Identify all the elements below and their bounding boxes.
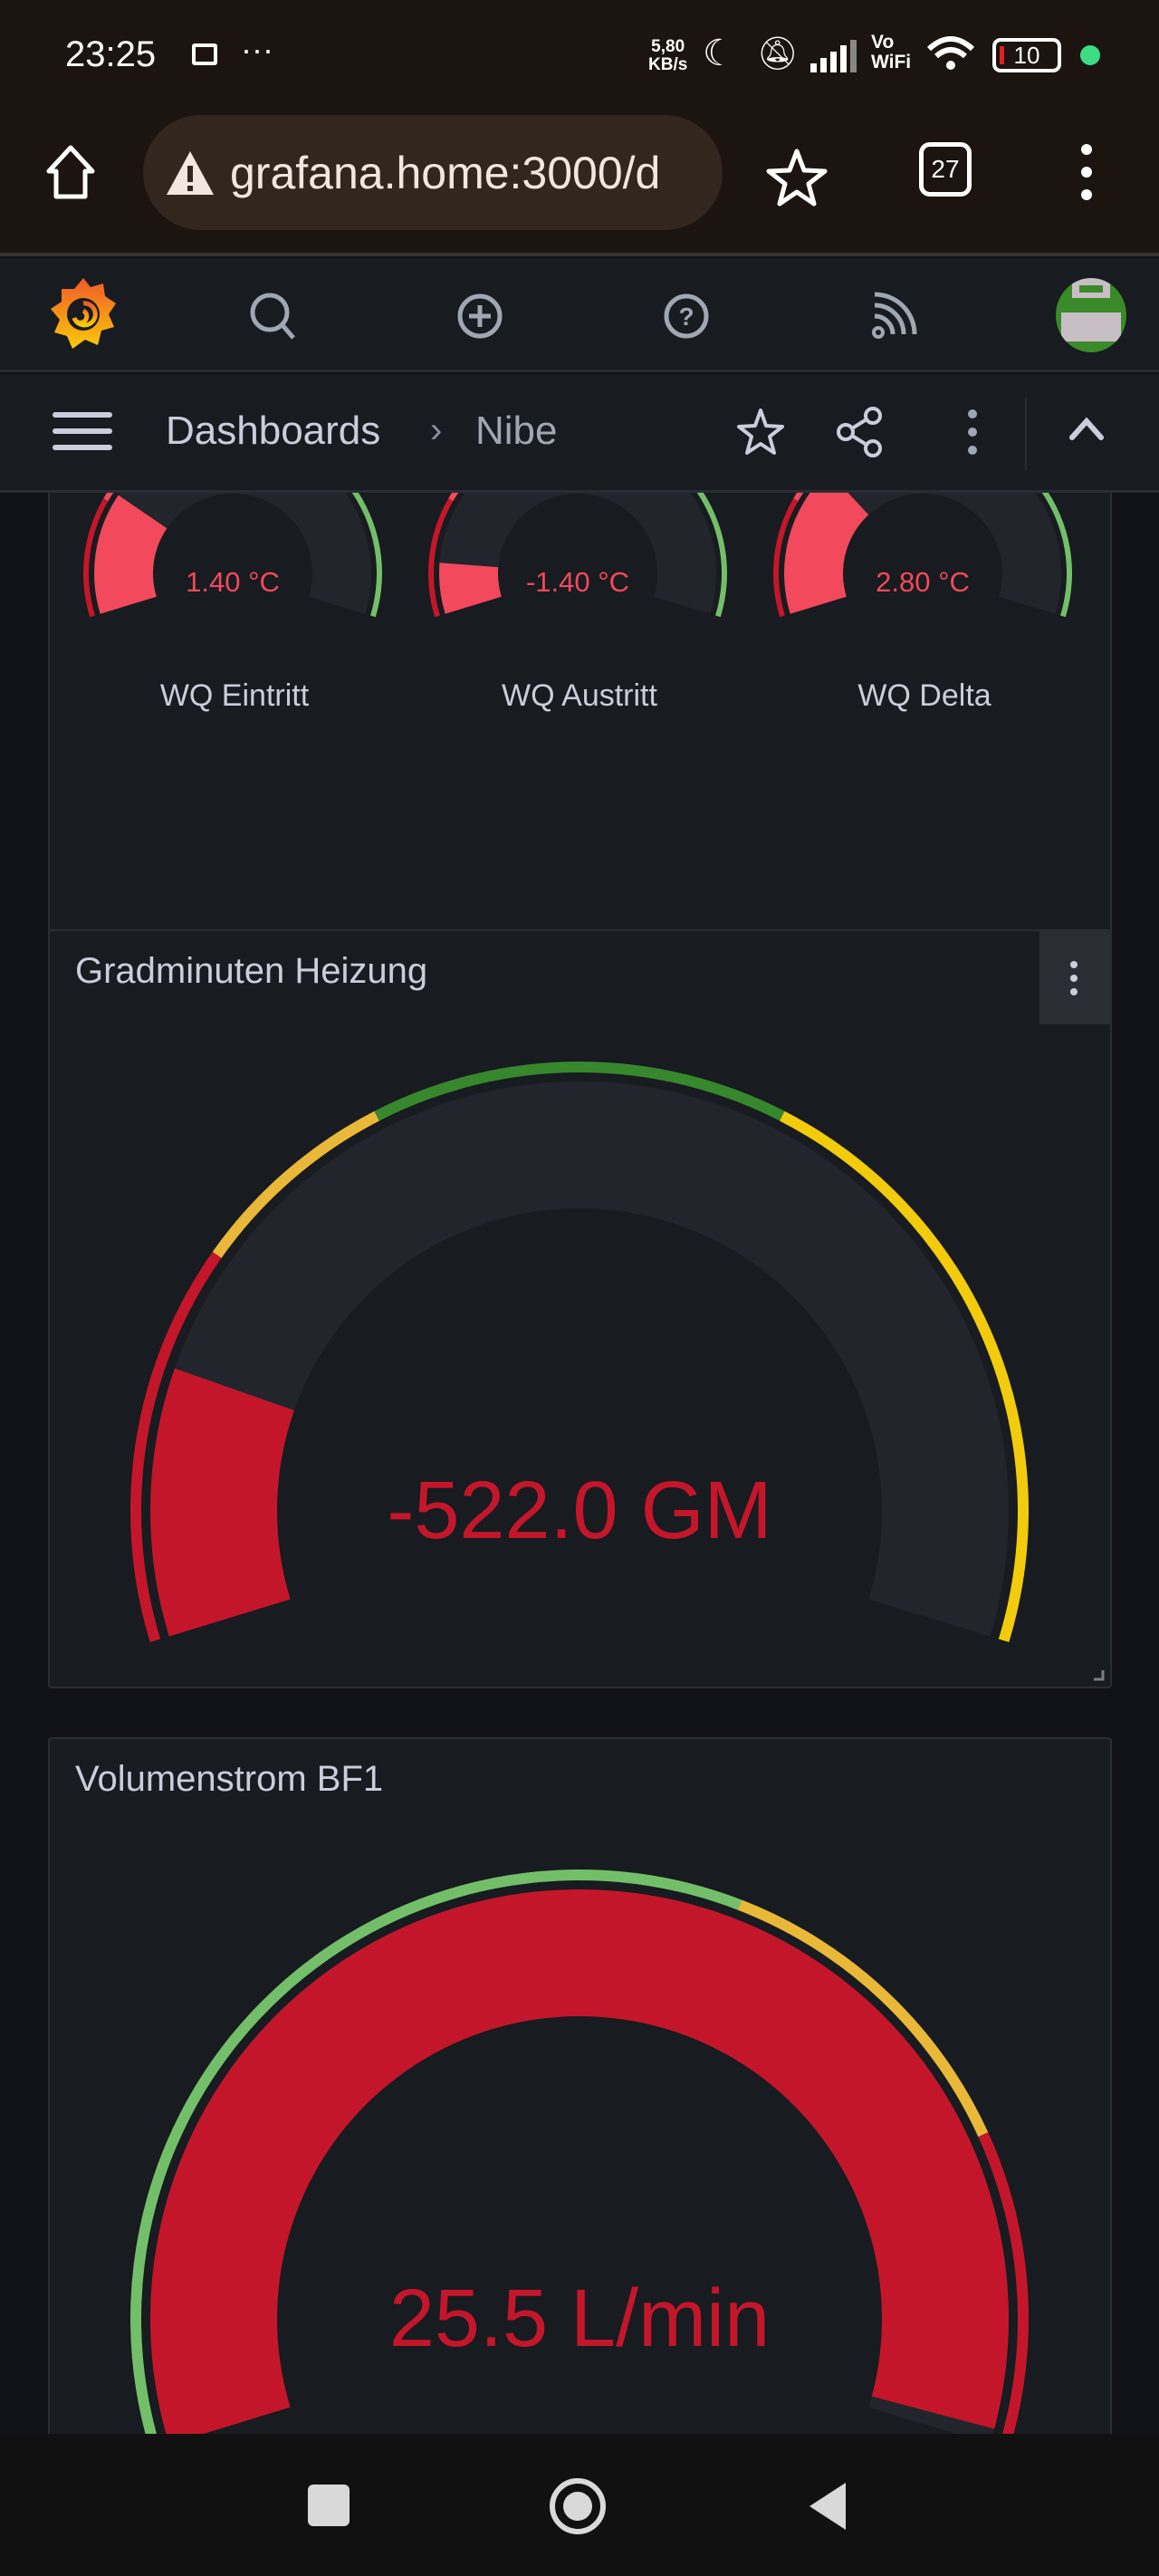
gauge-track <box>149 1081 1009 1637</box>
breadcrumb-dashboards[interactable]: Dashboards <box>166 409 381 453</box>
home-icon[interactable] <box>42 142 100 202</box>
gauge-label-wq-delta: WQ Delta <box>857 678 991 713</box>
threshold-band-red <box>772 498 799 618</box>
threshold-band-green <box>696 493 727 618</box>
panel-title[interactable]: Volumenstrom BF1 <box>75 1759 384 1799</box>
divider <box>1025 398 1027 470</box>
bookmark-star-icon[interactable] <box>765 147 829 207</box>
dashboard-content: 1.40 °C -1.40 °C 2.80 °C WQ Eintritt WQ Au… <box>0 493 1159 2434</box>
avatar-pattern <box>1061 312 1121 341</box>
home-circle-icon[interactable] <box>547 2475 608 2537</box>
resize-handle-icon[interactable] <box>1092 1668 1105 1681</box>
recents-square-icon[interactable] <box>308 2485 350 2526</box>
not-secure-warning-icon[interactable] <box>163 148 217 198</box>
gauge-value: 1.40 °C <box>186 566 280 598</box>
grafana-logo-icon[interactable] <box>49 276 118 352</box>
threshold-band-red <box>428 498 454 618</box>
gauge-label-wq-austritt: WQ Austritt <box>502 678 657 713</box>
threshold-band <box>212 1110 379 1258</box>
threshold-band-light-red <box>793 493 804 502</box>
android-nav-bar <box>0 2434 1159 2576</box>
gauge-track <box>439 493 716 614</box>
battery-indicator: 10 <box>992 38 1061 72</box>
panel-volumenstrom-bf1: Volumenstrom BF1 25.5 L/min <box>48 1737 1112 2434</box>
svg-text:?: ? <box>678 303 694 331</box>
gradminuten-gauge: -522.0 GM <box>130 1062 1029 1643</box>
more-notifications-icon: ··· <box>241 31 273 68</box>
more-options-icon[interactable] <box>963 407 982 457</box>
vowifi-label: Vo WiFi <box>871 33 911 72</box>
gauge-value-bar <box>93 495 168 614</box>
back-triangle-icon[interactable] <box>806 2481 849 2532</box>
gauge-value: -1.40 °C <box>526 566 629 598</box>
threshold-band-green <box>1041 493 1072 618</box>
gauge-value: 2.80 °C <box>876 566 970 598</box>
signal-icon <box>810 40 857 72</box>
panel-title[interactable]: Gradminuten Heizung <box>75 951 428 991</box>
threshold-band-light-red <box>448 493 459 502</box>
gauge-track <box>94 493 371 614</box>
net-speed-unit: KB/s <box>648 55 688 74</box>
gauge-value-bar <box>784 493 869 614</box>
wifi-icon <box>926 36 975 70</box>
clock: 23:25 <box>65 34 157 74</box>
search-icon[interactable] <box>246 289 301 343</box>
notification-icon <box>192 43 217 65</box>
net-speed-value: 5,80 <box>651 37 685 56</box>
breadcrumb-nibe[interactable]: Nibe <box>475 409 558 453</box>
muted-bell-icon: 🔕︎ <box>757 34 799 72</box>
threshold-band <box>978 2132 1029 2434</box>
threshold-band <box>130 1251 222 1643</box>
tab-switcher-button[interactable]: 27 <box>919 142 972 197</box>
favorite-star-icon[interactable] <box>735 407 786 457</box>
url-bar[interactable]: grafana.home:3000/d <box>143 115 723 230</box>
vowifi-vo: Vo <box>871 32 895 53</box>
battery-level <box>1000 46 1004 64</box>
status-bar: 23:25 ··· 5,80 KB/s ☾ 🔕︎ Vo WiFi 10 <box>0 0 1159 115</box>
threshold-band-red <box>83 498 109 618</box>
user-avatar[interactable] <box>1056 278 1126 352</box>
gauge-value-bar <box>438 562 502 614</box>
battery-percent: 10 <box>1013 42 1040 69</box>
moon-icon: ☾ <box>703 34 735 73</box>
wq-gauges: 1.40 °C -1.40 °C 2.80 °C <box>83 493 1072 618</box>
gauge-value-bar <box>150 1889 1009 2434</box>
gauge-value-bar <box>150 1368 294 1637</box>
threshold-band-green <box>351 493 382 618</box>
panel-menu-button[interactable] <box>1039 931 1110 1024</box>
privacy-dot <box>1080 45 1100 65</box>
share-icon[interactable] <box>835 407 886 457</box>
panel-gradminuten-heizung: Gradminuten Heizung -522.0 GM <box>48 929 1112 1688</box>
hamburger-menu-icon[interactable] <box>53 410 112 452</box>
dashboard-nav-bar: Dashboards › Nibe <box>0 374 1159 493</box>
browser-menu-icon[interactable] <box>1076 140 1097 204</box>
news-rss-icon[interactable] <box>867 291 918 341</box>
net-speed: 5,80 KB/s <box>648 38 687 74</box>
help-icon[interactable]: ? <box>661 291 712 341</box>
threshold-band-light-red <box>103 493 114 502</box>
grafana-top-nav: ? <box>0 258 1159 372</box>
chevron-up-icon[interactable] <box>1068 416 1105 443</box>
gauge-label-wq-eintritt: WQ Eintritt <box>159 678 310 713</box>
panel-menu-icon[interactable] <box>1067 960 1081 996</box>
create-plus-icon[interactable] <box>455 291 505 341</box>
breadcrumb-separator: › <box>430 410 443 450</box>
gauge-value: -522.0 GM <box>387 1466 771 1556</box>
gauge-value: 25.5 L/min <box>389 2273 770 2364</box>
vowifi-wifi: WiFi <box>871 52 912 72</box>
avatar-pattern <box>1079 285 1103 293</box>
volumenstrom-gauge: 25.5 L/min <box>130 1870 1029 2434</box>
threshold-band <box>374 1062 785 1121</box>
url-text[interactable]: grafana.home:3000/d <box>230 147 661 198</box>
